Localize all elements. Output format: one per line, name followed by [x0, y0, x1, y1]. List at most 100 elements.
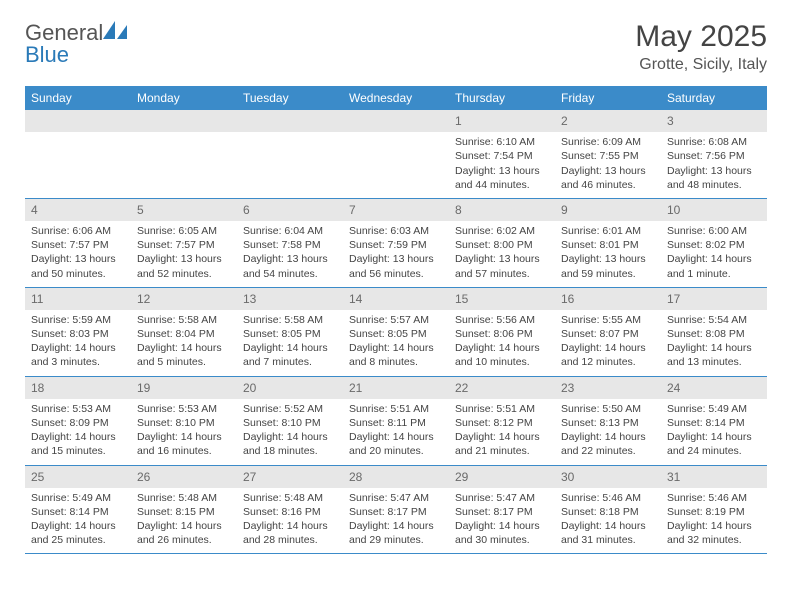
day-daylight1: Daylight: 14 hours: [243, 341, 337, 355]
day-daylight2: and 56 minutes.: [349, 267, 443, 281]
day-daylight2: and 32 minutes.: [667, 533, 761, 547]
day-daylight1: Daylight: 14 hours: [243, 519, 337, 533]
day-sunrise: Sunrise: 5:58 AM: [137, 313, 231, 327]
weekday-friday: Friday: [555, 86, 661, 110]
day-daylight2: and 15 minutes.: [31, 444, 125, 458]
brand-blue-wrap: Blue: [25, 42, 69, 68]
day-sunset: Sunset: 8:02 PM: [667, 238, 761, 252]
day-daylight2: and 10 minutes.: [455, 355, 549, 369]
calendar-header-row: Sunday Monday Tuesday Wednesday Thursday…: [25, 86, 767, 110]
day-number-cell: 2: [555, 110, 661, 132]
day-daylight1: Daylight: 14 hours: [667, 252, 761, 266]
day-number-cell: 8: [449, 198, 555, 221]
day-content-cell: Sunrise: 5:52 AMSunset: 8:10 PMDaylight:…: [237, 399, 343, 465]
day-number-cell: 23: [555, 376, 661, 399]
day-sunrise: Sunrise: 5:51 AM: [349, 402, 443, 416]
day-content-cell: Sunrise: 5:55 AMSunset: 8:07 PMDaylight:…: [555, 310, 661, 376]
day-content-cell: Sunrise: 5:56 AMSunset: 8:06 PMDaylight:…: [449, 310, 555, 376]
day-number-cell: 25: [25, 465, 131, 488]
day-daylight2: and 28 minutes.: [243, 533, 337, 547]
day-number-cell: 5: [131, 198, 237, 221]
day-sunrise: Sunrise: 6:03 AM: [349, 224, 443, 238]
day-sunrise: Sunrise: 5:49 AM: [667, 402, 761, 416]
day-sunset: Sunset: 7:56 PM: [667, 149, 761, 163]
day-daylight2: and 29 minutes.: [349, 533, 443, 547]
day-content-cell: Sunrise: 5:47 AMSunset: 8:17 PMDaylight:…: [449, 488, 555, 554]
day-daylight2: and 44 minutes.: [455, 178, 549, 192]
day-sunset: Sunset: 7:58 PM: [243, 238, 337, 252]
day-number-cell: 14: [343, 287, 449, 310]
day-content-cell: Sunrise: 5:48 AMSunset: 8:15 PMDaylight:…: [131, 488, 237, 554]
day-sunrise: Sunrise: 5:47 AM: [455, 491, 549, 505]
day-sunrise: Sunrise: 5:47 AM: [349, 491, 443, 505]
day-content-cell: Sunrise: 5:46 AMSunset: 8:19 PMDaylight:…: [661, 488, 767, 554]
day-number-cell: 3: [661, 110, 767, 132]
day-daylight1: Daylight: 14 hours: [137, 519, 231, 533]
day-content-cell: Sunrise: 5:48 AMSunset: 8:16 PMDaylight:…: [237, 488, 343, 554]
day-number-cell: 10: [661, 198, 767, 221]
day-daylight1: Daylight: 13 hours: [667, 164, 761, 178]
day-daylight1: Daylight: 14 hours: [349, 341, 443, 355]
title-block: May 2025 Grotte, Sicily, Italy: [635, 20, 767, 74]
day-content-cell: [343, 132, 449, 198]
day-number-row: 11121314151617: [25, 287, 767, 310]
day-content-cell: Sunrise: 6:10 AMSunset: 7:54 PMDaylight:…: [449, 132, 555, 198]
day-daylight1: Daylight: 14 hours: [243, 430, 337, 444]
day-content-cell: Sunrise: 5:51 AMSunset: 8:12 PMDaylight:…: [449, 399, 555, 465]
day-daylight1: Daylight: 13 hours: [31, 252, 125, 266]
day-content-cell: Sunrise: 5:58 AMSunset: 8:05 PMDaylight:…: [237, 310, 343, 376]
day-content-cell: [237, 132, 343, 198]
day-number-cell: 7: [343, 198, 449, 221]
day-daylight1: Daylight: 14 hours: [31, 430, 125, 444]
day-sunset: Sunset: 8:06 PM: [455, 327, 549, 341]
day-sunrise: Sunrise: 6:00 AM: [667, 224, 761, 238]
day-daylight2: and 5 minutes.: [137, 355, 231, 369]
day-content-cell: Sunrise: 5:59 AMSunset: 8:03 PMDaylight:…: [25, 310, 131, 376]
day-daylight2: and 59 minutes.: [561, 267, 655, 281]
day-daylight1: Daylight: 13 hours: [349, 252, 443, 266]
day-sunset: Sunset: 8:11 PM: [349, 416, 443, 430]
day-daylight2: and 7 minutes.: [243, 355, 337, 369]
day-sunset: Sunset: 8:10 PM: [137, 416, 231, 430]
day-sunrise: Sunrise: 5:58 AM: [243, 313, 337, 327]
day-daylight1: Daylight: 14 hours: [667, 519, 761, 533]
day-number-cell: 21: [343, 376, 449, 399]
day-daylight2: and 12 minutes.: [561, 355, 655, 369]
day-sunset: Sunset: 8:05 PM: [349, 327, 443, 341]
day-content-cell: Sunrise: 5:51 AMSunset: 8:11 PMDaylight:…: [343, 399, 449, 465]
day-sunrise: Sunrise: 6:05 AM: [137, 224, 231, 238]
day-content-cell: Sunrise: 5:49 AMSunset: 8:14 PMDaylight:…: [25, 488, 131, 554]
day-daylight1: Daylight: 14 hours: [137, 430, 231, 444]
day-sunrise: Sunrise: 6:10 AM: [455, 135, 549, 149]
brand-sail-icon: [103, 21, 129, 39]
day-number-cell: 30: [555, 465, 661, 488]
day-content-row: Sunrise: 5:53 AMSunset: 8:09 PMDaylight:…: [25, 399, 767, 465]
day-sunset: Sunset: 8:03 PM: [31, 327, 125, 341]
day-content-cell: Sunrise: 6:00 AMSunset: 8:02 PMDaylight:…: [661, 221, 767, 287]
day-content-cell: Sunrise: 6:02 AMSunset: 8:00 PMDaylight:…: [449, 221, 555, 287]
day-number-cell: [25, 110, 131, 132]
day-sunrise: Sunrise: 6:08 AM: [667, 135, 761, 149]
day-content-cell: Sunrise: 5:57 AMSunset: 8:05 PMDaylight:…: [343, 310, 449, 376]
day-content-cell: Sunrise: 5:49 AMSunset: 8:14 PMDaylight:…: [661, 399, 767, 465]
day-daylight2: and 31 minutes.: [561, 533, 655, 547]
day-daylight1: Daylight: 14 hours: [31, 519, 125, 533]
day-sunset: Sunset: 8:10 PM: [243, 416, 337, 430]
day-sunset: Sunset: 8:01 PM: [561, 238, 655, 252]
day-daylight1: Daylight: 14 hours: [561, 519, 655, 533]
day-daylight1: Daylight: 13 hours: [455, 252, 549, 266]
day-content-cell: Sunrise: 6:05 AMSunset: 7:57 PMDaylight:…: [131, 221, 237, 287]
day-daylight2: and 52 minutes.: [137, 267, 231, 281]
day-sunrise: Sunrise: 5:55 AM: [561, 313, 655, 327]
day-content-cell: [25, 132, 131, 198]
day-number-cell: 18: [25, 376, 131, 399]
day-number-cell: [131, 110, 237, 132]
day-content-cell: Sunrise: 6:08 AMSunset: 7:56 PMDaylight:…: [661, 132, 767, 198]
day-content-cell: Sunrise: 6:03 AMSunset: 7:59 PMDaylight:…: [343, 221, 449, 287]
day-number-cell: 9: [555, 198, 661, 221]
day-number-cell: 20: [237, 376, 343, 399]
day-number-row: 18192021222324: [25, 376, 767, 399]
day-sunset: Sunset: 8:08 PM: [667, 327, 761, 341]
day-content-row: Sunrise: 6:10 AMSunset: 7:54 PMDaylight:…: [25, 132, 767, 198]
day-content-row: Sunrise: 5:59 AMSunset: 8:03 PMDaylight:…: [25, 310, 767, 376]
